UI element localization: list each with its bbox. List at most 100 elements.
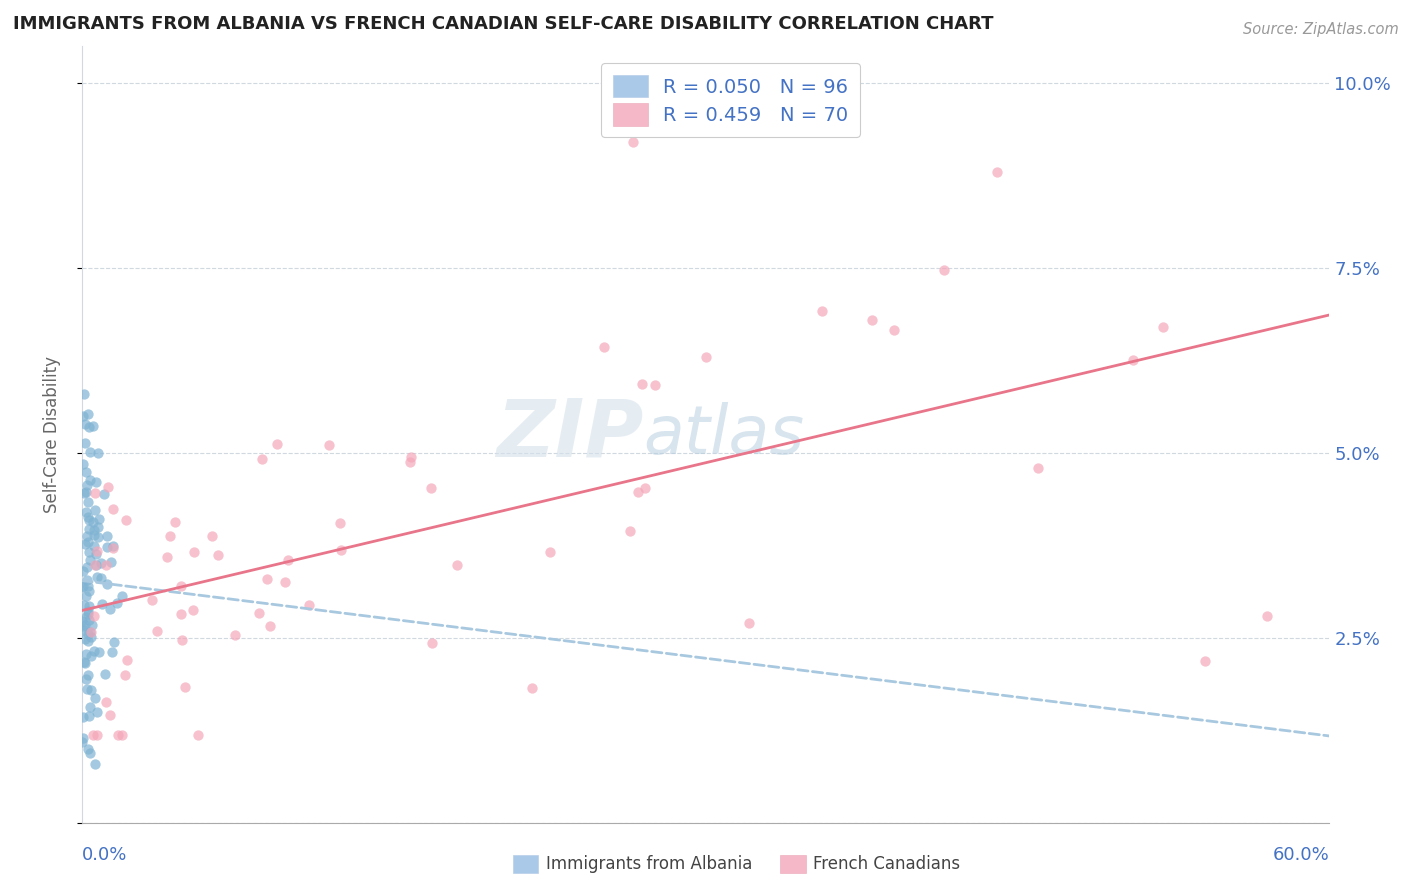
Point xyxy=(860,312,883,326)
Point xyxy=(145,624,167,639)
Text: IMMIGRANTS FROM ALBANIA VS FRENCH CANADIAN SELF-CARE DISABILITY CORRELATION CHAR: IMMIGRANTS FROM ALBANIA VS FRENCH CANADI… xyxy=(13,15,994,33)
Point xyxy=(76,627,98,641)
Point xyxy=(259,619,281,633)
Point xyxy=(76,573,98,587)
Point xyxy=(84,486,107,500)
Point xyxy=(80,630,103,644)
Point xyxy=(207,548,229,562)
Point xyxy=(77,510,100,524)
Point xyxy=(173,680,195,694)
Point xyxy=(77,419,100,434)
Point xyxy=(111,728,134,742)
Point xyxy=(77,634,100,648)
Point xyxy=(97,480,120,494)
Point xyxy=(1026,461,1049,475)
Point xyxy=(1152,320,1174,334)
Point xyxy=(79,445,101,459)
Point xyxy=(82,516,104,530)
Point xyxy=(86,558,108,573)
Point xyxy=(77,495,100,509)
Point xyxy=(399,455,422,469)
Point xyxy=(72,623,94,637)
Point xyxy=(84,547,107,561)
Point xyxy=(115,653,138,667)
Point xyxy=(84,757,107,772)
Point xyxy=(156,549,179,564)
Point xyxy=(247,606,270,620)
Point xyxy=(256,572,278,586)
Point xyxy=(90,571,112,585)
Point xyxy=(72,409,94,423)
Point xyxy=(70,614,93,628)
Point xyxy=(84,558,107,573)
Point xyxy=(79,624,101,639)
Point xyxy=(76,478,98,492)
Point xyxy=(76,647,98,661)
Point xyxy=(114,513,136,527)
Point xyxy=(183,545,205,559)
Point xyxy=(274,575,297,590)
Point xyxy=(330,543,353,558)
Point xyxy=(90,597,112,611)
Point xyxy=(79,700,101,714)
Point xyxy=(695,350,717,364)
Point xyxy=(163,516,186,530)
Point xyxy=(80,682,103,697)
Point xyxy=(100,555,122,569)
Point xyxy=(87,512,110,526)
Point xyxy=(72,619,94,633)
Point xyxy=(631,377,654,392)
Point xyxy=(80,648,103,663)
Point xyxy=(634,481,657,495)
Point xyxy=(86,728,108,742)
Point xyxy=(329,516,352,530)
Point xyxy=(75,465,97,479)
Point xyxy=(75,505,97,519)
Point xyxy=(810,303,832,318)
Text: 60.0%: 60.0% xyxy=(1272,846,1330,863)
Point xyxy=(77,607,100,621)
Point xyxy=(83,523,105,537)
Text: French Canadians: French Canadians xyxy=(813,855,960,872)
Point xyxy=(84,502,107,516)
Point xyxy=(621,135,644,149)
Legend: R = 0.050   N = 96, R = 0.459   N = 70: R = 0.050 N = 96, R = 0.459 N = 70 xyxy=(602,63,860,137)
Point xyxy=(79,553,101,567)
Point xyxy=(77,742,100,756)
Point xyxy=(75,417,97,431)
Point xyxy=(86,705,108,719)
Point xyxy=(592,340,614,354)
Point xyxy=(522,681,544,696)
Point xyxy=(96,577,118,591)
Point xyxy=(86,543,108,558)
Point xyxy=(986,164,1008,178)
Point xyxy=(72,580,94,594)
Point xyxy=(75,672,97,686)
Point xyxy=(77,522,100,536)
Point xyxy=(181,603,204,617)
Point xyxy=(94,695,117,709)
Point xyxy=(75,589,97,603)
Point xyxy=(73,387,96,401)
Point xyxy=(266,437,288,451)
Point xyxy=(75,656,97,670)
Point xyxy=(170,633,193,648)
Point xyxy=(73,617,96,632)
Point xyxy=(105,596,128,610)
Point xyxy=(738,615,761,630)
Point xyxy=(883,322,905,336)
Point xyxy=(76,668,98,682)
Point xyxy=(86,570,108,584)
Point xyxy=(446,558,468,572)
Point xyxy=(1256,609,1278,624)
Point xyxy=(76,681,98,696)
Point xyxy=(101,541,124,555)
Point xyxy=(75,484,97,499)
Point xyxy=(159,529,181,543)
Point xyxy=(73,486,96,500)
Point xyxy=(73,598,96,612)
Point xyxy=(101,645,124,659)
Point xyxy=(84,475,107,489)
Point xyxy=(170,579,193,593)
Point xyxy=(420,636,443,650)
